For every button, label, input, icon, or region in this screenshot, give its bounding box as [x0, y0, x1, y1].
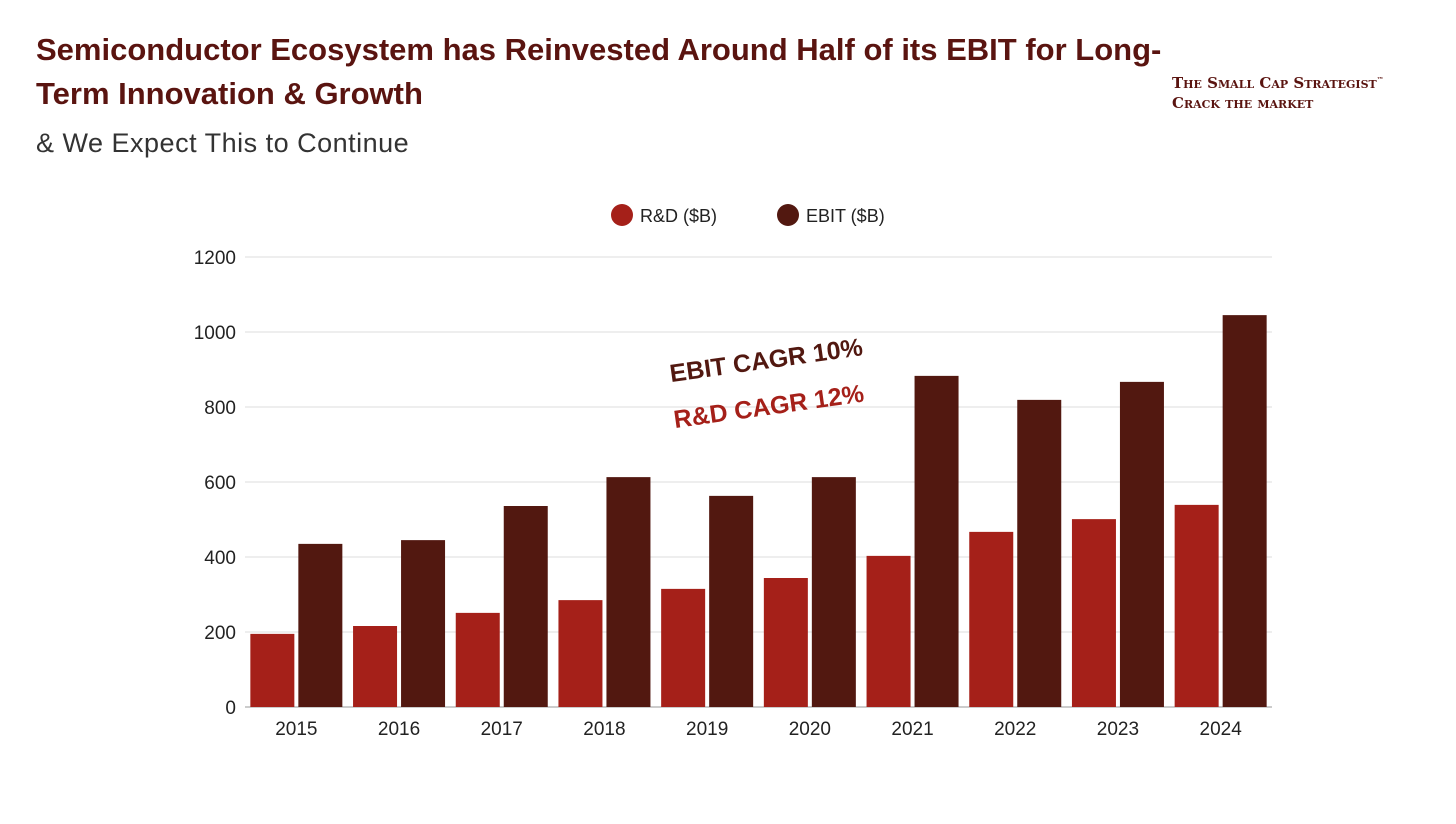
x-tick-label: 2024: [1200, 719, 1243, 740]
rd-bar-2015: [250, 633, 295, 707]
legend-label: EBIT ($B): [806, 206, 885, 226]
y-tick-label: 200: [204, 623, 236, 644]
y-tick-label: 600: [204, 473, 236, 494]
logo-line2: Crack the market: [1172, 94, 1314, 112]
ebit-bar-2016: [401, 540, 446, 707]
x-tick-label: 2023: [1097, 719, 1139, 740]
rd-bar-2021: [866, 555, 911, 707]
rd-bar-2022: [969, 531, 1014, 707]
y-tick-label: 400: [204, 548, 236, 569]
x-tick-label: 2018: [583, 719, 625, 740]
x-tick-label: 2021: [891, 719, 933, 740]
legend-label: R&D ($B): [640, 206, 717, 226]
y-tick-label: 800: [204, 398, 236, 419]
rd-bar-2020: [763, 578, 808, 707]
ebit-bar-2017: [503, 506, 548, 707]
ebit-bar-2024: [1222, 315, 1267, 707]
logo-tm: ™: [1376, 75, 1384, 84]
ebit-bar-2018: [606, 477, 651, 707]
rd-bar-2018: [558, 600, 603, 707]
y-tick-label: 1000: [194, 323, 236, 344]
ebit-bar-2019: [709, 495, 754, 707]
y-tick-label: 1200: [194, 248, 236, 269]
x-tick-label: 2016: [378, 719, 420, 740]
rd-bar-2019: [661, 588, 706, 707]
legend-marker-rd: [611, 204, 633, 226]
ebit-bar-2021: [914, 375, 959, 707]
ebit-bar-2015: [298, 543, 343, 707]
x-tick-label: 2020: [789, 719, 831, 740]
rd-bar-2016: [353, 626, 398, 707]
rd-bar-2024: [1174, 504, 1219, 707]
ebit-bar-2023: [1119, 381, 1164, 707]
x-tick-label: 2022: [994, 719, 1036, 740]
legend-marker-ebit: [777, 204, 799, 226]
x-tick-label: 2015: [275, 719, 317, 740]
x-tick-label: 2019: [686, 719, 728, 740]
chart-subtitle: & We Expect This to Continue: [36, 128, 410, 158]
brand-logo: The Small Cap Strategist™ Crack the mark…: [1172, 70, 1384, 113]
chart-title: Semiconductor Ecosystem has Reinvested A…: [36, 32, 1162, 111]
y-tick-label: 0: [225, 698, 236, 719]
x-tick-label: 2017: [481, 719, 523, 740]
rd-bar-2023: [1071, 519, 1116, 707]
ebit-bar-2022: [1017, 399, 1062, 707]
rd-bar-2017: [455, 612, 500, 707]
ebit-bar-2020: [811, 477, 856, 707]
logo-line1: The Small Cap Strategist: [1172, 74, 1377, 92]
